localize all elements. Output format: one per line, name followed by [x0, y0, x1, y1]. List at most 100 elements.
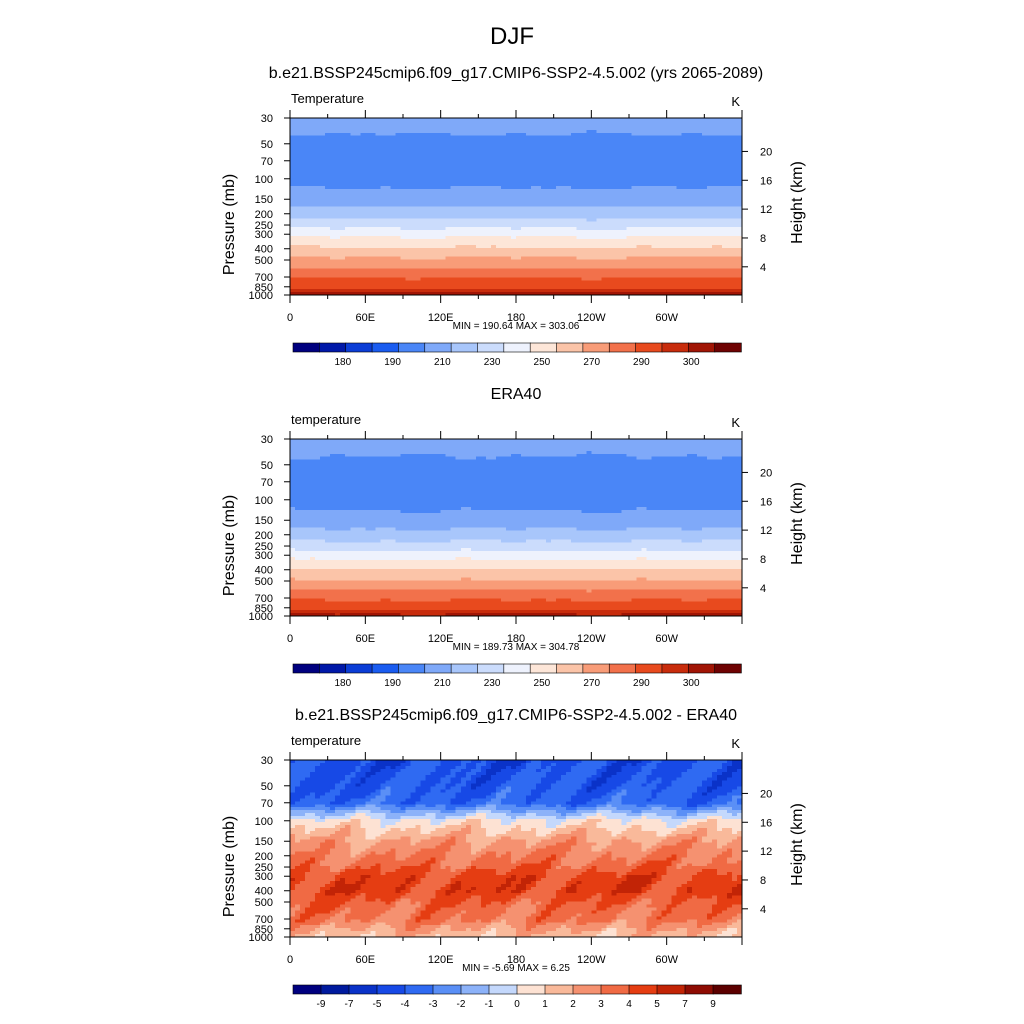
heatmap-cell [711, 144, 718, 149]
heatmap-cell [616, 165, 623, 169]
heatmap-cell [701, 185, 708, 190]
heatmap-cell [290, 153, 296, 157]
heatmap-cell [360, 132, 366, 137]
heatmap-cell [556, 177, 562, 181]
heatmap-cell [636, 209, 643, 213]
heatmap-cell [721, 197, 728, 202]
heatmap-cell [455, 135, 462, 140]
heatmap-cell [345, 209, 351, 213]
heatmap-cell [440, 221, 447, 225]
heatmap-cell [731, 147, 738, 152]
heatmap-cell [571, 218, 577, 222]
heatmap-cell [691, 120, 698, 125]
heatmap-cell [711, 174, 718, 178]
heatmap-cell [581, 182, 587, 187]
heatmap-cell [641, 221, 648, 225]
heatmap-cell [531, 206, 537, 211]
heatmap-cell [500, 200, 507, 205]
heatmap-cell [470, 132, 477, 137]
heatmap-cell [305, 156, 311, 160]
heatmap-cell [350, 156, 356, 160]
heatmap-cell [500, 191, 507, 196]
heatmap-cell [631, 153, 638, 157]
heatmap-cell [616, 153, 623, 157]
heatmap-cell [450, 165, 457, 169]
heatmap-cell [300, 191, 306, 196]
heatmap-cell [626, 168, 633, 172]
heatmap-cell [435, 126, 442, 131]
heatmap-cell [616, 236, 623, 240]
heatmap-cell [510, 177, 517, 181]
heatmap-cell [475, 156, 482, 160]
heatmap-cell [380, 129, 387, 134]
heatmap-cell [531, 165, 537, 169]
heatmap-cell [576, 162, 582, 166]
heatmap-cell [736, 209, 743, 213]
heatmap-cell [325, 153, 331, 157]
heatmap-cell [315, 174, 321, 178]
heatmap-cell [425, 162, 432, 166]
heatmap-cell [505, 233, 512, 237]
heatmap-cell [440, 200, 447, 205]
heatmap-cell [566, 227, 572, 231]
heatmap-cell [711, 182, 718, 187]
heatmap-cell [716, 165, 723, 169]
heatmap-cell [430, 230, 437, 234]
heatmap-cell [295, 230, 301, 234]
heatmap-cell [631, 126, 638, 131]
heatmap-cell [470, 171, 477, 175]
heatmap-cell [681, 135, 688, 140]
heatmap-cell [716, 135, 723, 140]
heatmap-cell [315, 188, 321, 193]
heatmap-cell [450, 129, 457, 134]
heatmap-cell [490, 206, 497, 211]
heatmap-cell [681, 120, 688, 125]
heatmap-cell [485, 120, 492, 125]
heatmap-cell [305, 203, 311, 208]
heatmap-cell [440, 224, 447, 228]
heatmap-cell [495, 224, 502, 228]
heatmap-cell [425, 135, 432, 140]
heatmap-cell [611, 156, 618, 160]
heatmap-cell [510, 203, 517, 208]
heatmap-cell [731, 162, 738, 166]
heatmap-cell [290, 194, 296, 199]
heatmap-cell [365, 144, 371, 149]
heatmap-cell [536, 233, 542, 237]
heatmap-cell [415, 212, 422, 216]
heatmap-cell [395, 165, 402, 169]
heatmap-cell [646, 215, 653, 219]
heatmap-cell [606, 129, 613, 134]
heatmap-cell [576, 233, 582, 237]
heatmap-cell [290, 191, 296, 196]
heatmap-cell [541, 132, 547, 137]
heatmap-cell [345, 153, 351, 157]
heatmap-cell [576, 150, 582, 154]
heatmap-cell [290, 179, 296, 184]
heatmap-cell [591, 185, 597, 190]
heatmap-cell [460, 197, 467, 202]
heatmap-cell [490, 156, 497, 160]
heatmap-cell [606, 123, 613, 128]
heatmap-cell [646, 221, 653, 225]
heatmap-cell [325, 215, 331, 219]
heatmap-cell [731, 182, 738, 187]
heatmap-cell [721, 236, 728, 240]
heatmap-cell [676, 206, 683, 211]
heatmap-cell [490, 153, 497, 157]
heatmap-cell [445, 194, 452, 199]
heatmap-cell [295, 233, 301, 237]
heatmap-cell [400, 177, 407, 181]
heatmap-cell [701, 212, 708, 216]
heatmap-cell [425, 203, 432, 208]
heatmap-cell [390, 156, 397, 160]
heatmap-cell [415, 203, 422, 208]
heatmap-cell [320, 233, 326, 237]
heatmap-cell [686, 191, 693, 196]
heatmap-cell [475, 159, 482, 163]
panel-1: b.e21.BSSP245cmip6.f09_g17.CMIP6-SSP2-4.… [221, 65, 806, 368]
heatmap-cell [631, 129, 638, 134]
heatmap-cell [736, 185, 743, 190]
heatmap-cell [661, 162, 668, 166]
heatmap-cell [611, 126, 618, 131]
